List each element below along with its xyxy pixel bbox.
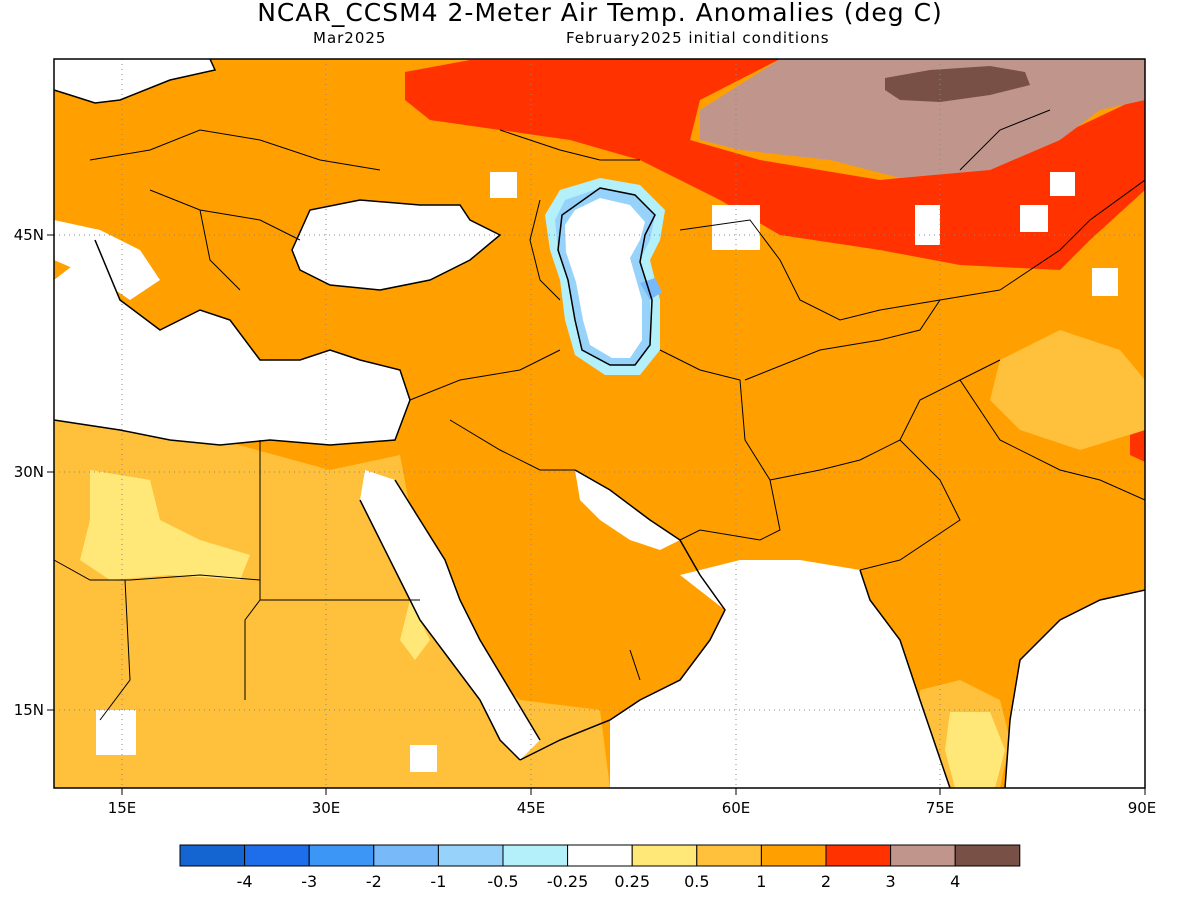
sea-black	[292, 200, 500, 290]
colorbar-swatch	[825, 844, 892, 867]
sea-of-azov	[490, 172, 517, 198]
colorbar-swatch	[631, 844, 698, 867]
lon-tick-30e: 30E	[312, 799, 341, 817]
colorbar-label: 1	[756, 872, 766, 891]
colorbar-label: 0.5	[684, 872, 709, 891]
colorbar-swatch	[244, 844, 310, 867]
lat-tick-45n: 45N	[14, 226, 44, 244]
colorbar-swatch	[696, 844, 762, 867]
lon-tick-60e: 60E	[722, 799, 751, 817]
anomaly-zone-kara-bogaz	[640, 278, 662, 300]
colorbar-label: -0.25	[547, 872, 588, 891]
colorbar-label: -1	[430, 872, 446, 891]
sea-baltic	[54, 59, 215, 103]
lake-zaysan	[1050, 172, 1075, 196]
anomaly-zone-africa	[54, 420, 610, 788]
anomaly-zone-himalaya	[990, 330, 1145, 450]
graticule	[54, 59, 1145, 788]
anomaly-zone-caspian-core	[565, 198, 645, 358]
map-frame	[53, 58, 1146, 789]
lon-tick-90e: 90E	[1128, 799, 1157, 817]
colorbar-swatch	[954, 844, 1021, 867]
country-borders	[53, 109, 1146, 721]
lake-balkhash	[915, 205, 940, 245]
anomaly-zone-4-plus	[885, 66, 1030, 102]
coastlines	[53, 58, 1146, 789]
lake-tana	[410, 745, 437, 772]
axis-ticks	[47, 234, 1146, 795]
colorbar-swatch	[437, 844, 504, 867]
colorbar-label: 0.25	[614, 872, 650, 891]
colorbar-swatch	[890, 844, 956, 867]
anomaly-zone-3-4	[700, 59, 1145, 178]
sea-adriatic-tyrrhenian	[54, 220, 160, 300]
anomaly-zone-2-3-east	[1130, 430, 1145, 462]
lat-tick-15n: 15N	[14, 701, 44, 719]
sea-bay-of-bengal	[1005, 590, 1145, 788]
lake-issyk-kul	[1092, 268, 1118, 296]
initial-conditions-label: February2025 initial conditions	[566, 29, 830, 47]
lon-tick-75e: 75E	[926, 799, 955, 817]
anomaly-zone-libya	[80, 470, 250, 580]
anomaly-fill	[54, 59, 1145, 788]
lon-tick-15e: 15E	[108, 799, 137, 817]
map-title: NCAR_CCSM4 2-Meter Air Temp. Anomalies (…	[257, 0, 943, 27]
colorbar-label: -2	[366, 872, 382, 891]
target-month-label: Mar2025	[313, 29, 387, 47]
lake-chad	[96, 710, 136, 755]
lake-alakol	[1020, 205, 1048, 232]
lake-aral	[712, 205, 760, 250]
anomaly-zone-2-3	[405, 59, 1145, 270]
anomaly-zone-nubia	[400, 600, 430, 660]
colorbar-label: 4	[950, 872, 960, 891]
colorbar-swatch	[567, 844, 633, 867]
colorbar-label: 3	[886, 872, 896, 891]
sea-arabian	[610, 560, 950, 788]
lon-tick-45e: 45E	[517, 799, 546, 817]
colorbar-label: -3	[301, 872, 317, 891]
colorbar-label: -4	[237, 872, 253, 891]
sea-persian-gulf	[575, 470, 680, 550]
colorbar-swatch	[502, 844, 569, 867]
sea-mediterranean	[54, 240, 410, 445]
colorbar-swatch	[308, 844, 375, 867]
colorbar-label: -0.5	[487, 872, 518, 891]
colorbar-label: 2	[821, 872, 831, 891]
colorbar: -4 -3 -2 -1 -0.5 -0.25 0.25 0.5 1 2 3 4	[179, 844, 1021, 891]
colorbar-swatch	[373, 844, 439, 867]
colorbar-swatch	[179, 844, 246, 867]
anomaly-zone-south-india-inner	[945, 712, 1005, 788]
sea-red	[360, 470, 540, 760]
colorbar-swatch	[760, 844, 827, 867]
lat-tick-30n: 30N	[14, 463, 44, 481]
